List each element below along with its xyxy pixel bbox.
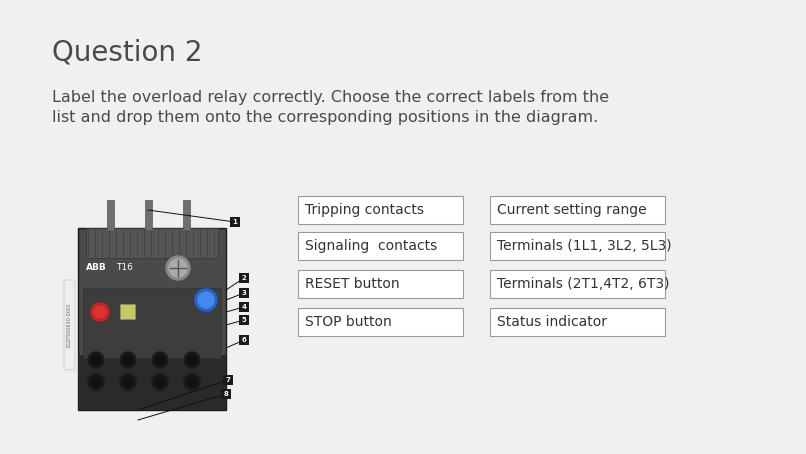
Text: 3GZF500630-0001: 3GZF500630-0001 (67, 302, 72, 348)
Circle shape (120, 352, 136, 368)
Text: Tripping contacts: Tripping contacts (305, 203, 424, 217)
FancyBboxPatch shape (490, 270, 665, 298)
Circle shape (123, 355, 133, 365)
FancyBboxPatch shape (83, 288, 221, 358)
Circle shape (120, 374, 136, 390)
FancyBboxPatch shape (239, 288, 249, 298)
Circle shape (195, 289, 217, 311)
Circle shape (88, 352, 104, 368)
Circle shape (184, 352, 200, 368)
Text: 6: 6 (242, 337, 247, 343)
Text: 5: 5 (242, 317, 247, 323)
Text: Current setting range: Current setting range (497, 203, 646, 217)
Circle shape (94, 306, 106, 318)
Circle shape (91, 355, 101, 365)
Text: Signaling  contacts: Signaling contacts (305, 239, 437, 253)
Circle shape (155, 377, 165, 387)
Circle shape (166, 256, 190, 280)
FancyBboxPatch shape (239, 335, 249, 345)
FancyBboxPatch shape (78, 355, 226, 410)
FancyBboxPatch shape (298, 270, 463, 298)
FancyBboxPatch shape (490, 196, 665, 224)
FancyBboxPatch shape (223, 375, 233, 385)
Circle shape (169, 259, 187, 277)
Text: 2: 2 (242, 275, 247, 281)
Circle shape (187, 355, 197, 365)
Circle shape (184, 374, 200, 390)
Circle shape (88, 374, 104, 390)
FancyBboxPatch shape (239, 273, 249, 283)
Text: list and drop them onto the corresponding positions in the diagram.: list and drop them onto the correspondin… (52, 110, 598, 125)
FancyBboxPatch shape (78, 228, 226, 410)
Text: ABB: ABB (86, 263, 106, 272)
FancyBboxPatch shape (145, 200, 152, 230)
Text: 4: 4 (242, 304, 247, 310)
Text: Question 2: Question 2 (52, 38, 202, 66)
FancyBboxPatch shape (230, 217, 240, 227)
FancyBboxPatch shape (64, 280, 75, 370)
Circle shape (91, 303, 109, 321)
FancyBboxPatch shape (298, 232, 463, 260)
Circle shape (187, 377, 197, 387)
Text: T16: T16 (116, 263, 133, 272)
Text: Terminals (1L1, 3L2, 5L3): Terminals (1L1, 3L2, 5L3) (497, 239, 671, 253)
FancyBboxPatch shape (107, 200, 114, 230)
Circle shape (152, 374, 168, 390)
Text: Terminals (2T1,4T2, 6T3): Terminals (2T1,4T2, 6T3) (497, 277, 670, 291)
FancyBboxPatch shape (239, 302, 249, 312)
Text: STOP button: STOP button (305, 315, 392, 329)
FancyBboxPatch shape (183, 200, 190, 230)
Text: 3: 3 (242, 290, 247, 296)
FancyBboxPatch shape (490, 232, 665, 260)
FancyBboxPatch shape (120, 304, 135, 319)
FancyBboxPatch shape (239, 315, 249, 325)
Circle shape (123, 377, 133, 387)
Text: 7: 7 (226, 377, 231, 383)
Text: Status indicator: Status indicator (497, 315, 607, 329)
FancyBboxPatch shape (221, 389, 231, 399)
Circle shape (91, 377, 101, 387)
FancyBboxPatch shape (86, 228, 218, 258)
FancyBboxPatch shape (298, 196, 463, 224)
FancyBboxPatch shape (298, 308, 463, 336)
Circle shape (198, 292, 214, 308)
FancyBboxPatch shape (490, 308, 665, 336)
Text: RESET button: RESET button (305, 277, 400, 291)
FancyBboxPatch shape (83, 260, 143, 280)
Circle shape (152, 352, 168, 368)
Circle shape (155, 355, 165, 365)
Text: 8: 8 (223, 391, 228, 397)
Text: 1: 1 (233, 219, 238, 225)
Text: Label the overload relay correctly. Choose the correct labels from the: Label the overload relay correctly. Choo… (52, 90, 609, 105)
